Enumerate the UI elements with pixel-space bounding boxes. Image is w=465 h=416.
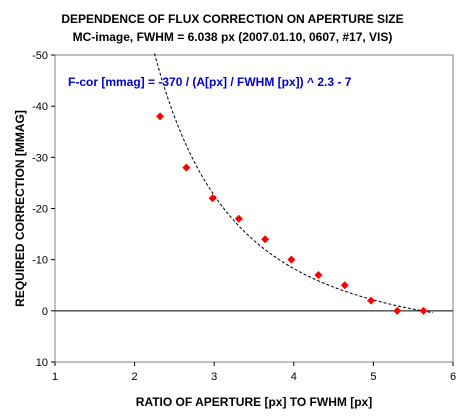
data-point-marker	[340, 281, 349, 290]
y-axis-ticks: -50 -40 -30 -20 -10 0 10	[32, 50, 55, 369]
chart-subtitle: MC-image, FWHM = 6.038 px (2007.01.10, 0…	[72, 30, 393, 44]
x-tick-label: 6	[450, 371, 456, 383]
data-point-marker	[367, 296, 376, 305]
data-point-marker	[314, 271, 323, 280]
data-point-marker	[156, 112, 165, 121]
y-axis-label: REQUIRED CORRECTION [MMAG]	[13, 110, 27, 307]
y-tick-label: -40	[32, 101, 48, 113]
data-point-marker	[393, 306, 402, 315]
y-tick-label: -30	[32, 152, 48, 164]
plot-area	[54, 54, 454, 363]
x-tick-label: 1	[52, 371, 58, 383]
y-tick-label: -10	[32, 255, 48, 267]
x-tick-label: 5	[370, 371, 376, 383]
x-tick-label: 3	[211, 371, 217, 383]
fit-formula: F-cor [mmag] = -370 / (A[px] / FWHM [px]…	[68, 75, 352, 89]
data-points	[156, 112, 428, 315]
y-tick-label: -20	[32, 204, 48, 216]
y-tick-label: 10	[36, 357, 48, 369]
chart-title: DEPENDENCE OF FLUX CORRECTION ON APERTUR…	[61, 12, 404, 26]
x-tick-label: 4	[291, 371, 297, 383]
data-point-marker	[234, 214, 243, 223]
y-tick-label: -50	[32, 50, 48, 62]
data-point-marker	[419, 306, 428, 315]
x-axis-ticks: 1 2 3 4 5 6	[52, 362, 456, 383]
data-point-marker	[208, 194, 217, 203]
x-tick-label: 2	[132, 371, 138, 383]
data-point-marker	[261, 235, 270, 244]
data-point-marker	[287, 255, 296, 264]
data-point-marker	[182, 163, 191, 172]
y-tick-label: 0	[42, 306, 48, 318]
x-axis-label: RATIO OF APERTURE [px] TO FWHM [px]	[136, 395, 372, 409]
